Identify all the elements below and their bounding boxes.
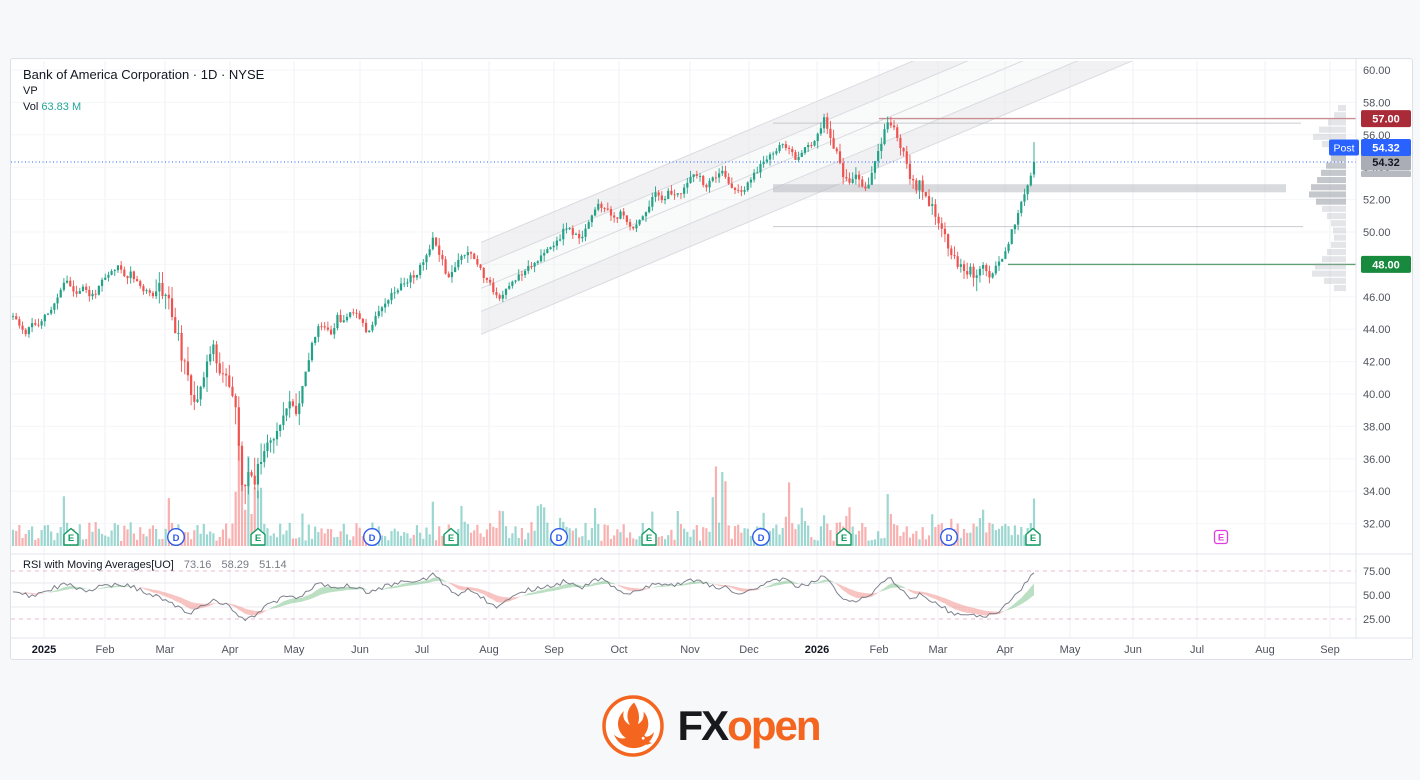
price-tick: 60.00 [1363, 65, 1391, 77]
svg-text:D: D [173, 533, 180, 544]
rsi-value-3: 51.14 [259, 559, 287, 571]
time-label: Dec [739, 644, 759, 656]
vol-value: 63.83 M [41, 101, 82, 113]
fxopen-wordmark: FXopen [677, 702, 822, 749]
svg-text:D: D [758, 533, 765, 544]
volume-profile [1309, 105, 1346, 292]
time-label: Mar [929, 644, 948, 656]
trend-channel[interactable] [481, 59, 1146, 335]
svg-text:54.32: 54.32 [1372, 143, 1400, 155]
future-earnings-marker[interactable]: E [1213, 529, 1229, 545]
rsi-tick: 25.00 [1363, 614, 1391, 626]
dividend-marker[interactable]: D [362, 527, 382, 547]
time-label: May [1060, 644, 1081, 656]
time-label: Aug [479, 644, 499, 656]
svg-text:54.32: 54.32 [1372, 157, 1400, 169]
time-label: Feb [96, 644, 115, 656]
price-tick: 34.00 [1363, 486, 1391, 498]
time-label: Mar [156, 644, 175, 656]
rsi-value-1: 73.16 [183, 559, 212, 571]
gray-zone [773, 184, 1286, 193]
dividend-marker[interactable]: D [751, 527, 771, 547]
price-tick: 56.00 [1363, 130, 1391, 142]
time-label: Jun [1124, 644, 1142, 656]
earnings-marker[interactable]: E [1025, 527, 1041, 546]
fxopen-phoenix-icon [601, 695, 664, 757]
time-label: Aug [1255, 644, 1275, 656]
price-tick: 52.00 [1363, 195, 1391, 207]
time-label: Feb [870, 644, 889, 656]
price-tick: 50.00 [1363, 227, 1391, 239]
time-label: Apr [996, 644, 1013, 656]
time-label: Jul [415, 644, 429, 656]
indicator-vp-label[interactable]: VP [23, 85, 38, 97]
symbol-title[interactable]: Bank of America Corporation · 1D · NYSE [23, 67, 265, 82]
rsi-pane[interactable] [11, 570, 1356, 622]
brand-fx: FX [677, 702, 730, 749]
svg-text:E: E [255, 533, 261, 544]
time-label: May [284, 644, 305, 656]
time-label: Jul [1190, 644, 1204, 656]
time-label: Nov [680, 644, 700, 656]
symbol-legend: Bank of America Corporation · 1D · NYSE … [23, 68, 264, 113]
time-label: Sep [1320, 644, 1340, 656]
rsi-legend: RSI with Moving Averages[UO] 73.16 58.29… [23, 559, 287, 571]
svg-text:D: D [369, 533, 376, 544]
earnings-marker[interactable]: E [836, 527, 852, 546]
brand-open: open [727, 702, 821, 749]
price-levels[interactable] [11, 117, 1356, 266]
dividend-marker[interactable]: D [549, 527, 569, 547]
svg-text:E: E [646, 533, 652, 544]
time-label: 2025 [32, 644, 56, 656]
price-tick: 44.00 [1363, 324, 1391, 336]
dividend-marker[interactable]: D [166, 527, 186, 547]
svg-text:E: E [1218, 533, 1224, 544]
time-label: 2026 [805, 644, 829, 656]
rsi-tick: 75.00 [1363, 566, 1391, 578]
post-market-pill [1329, 139, 1359, 156]
time-label: Sep [544, 644, 564, 656]
price-tick: 58.00 [1363, 97, 1391, 109]
vol-label: Vol [23, 101, 39, 113]
price-tick: 38.00 [1363, 421, 1391, 433]
chart-canvas[interactable]: EDEDEDEDEDEE60.0058.0056.0054.0052.0050.… [11, 59, 1414, 661]
svg-text:E: E [841, 533, 847, 544]
svg-text:E: E [68, 533, 74, 544]
rsi-tick: 50.00 [1363, 590, 1391, 602]
fxopen-footer: FXopen [0, 694, 1420, 758]
chart-card: EDEDEDEDEDEE60.0058.0056.0054.0052.0050.… [10, 58, 1413, 660]
price-tick: 46.00 [1363, 292, 1391, 304]
svg-text:E: E [448, 533, 454, 544]
price-tick: 40.00 [1363, 389, 1391, 401]
price-tick: 42.00 [1363, 357, 1391, 369]
time-label: Oct [610, 644, 627, 656]
svg-text:E: E [1030, 533, 1036, 544]
earnings-marker[interactable]: E [443, 527, 459, 546]
price-tick: 32.00 [1363, 519, 1391, 531]
price-badges: 57.00 48.00 54.32 Post 54.32 [1329, 110, 1411, 273]
time-label: Jun [351, 644, 369, 656]
rsi-value-2: 58.29 [221, 559, 249, 571]
earnings-marker[interactable]: E [63, 527, 79, 546]
price-tick: 36.00 [1363, 454, 1391, 466]
svg-text:Post: Post [1333, 142, 1354, 154]
volume-legend: Vol 63.83 M [23, 102, 264, 113]
earnings-marker[interactable]: E [250, 527, 266, 546]
earnings-marker[interactable]: E [641, 527, 657, 546]
svg-text:48.00: 48.00 [1372, 259, 1400, 271]
rsi-line [12, 572, 1035, 622]
svg-text:D: D [946, 533, 953, 544]
svg-text:D: D [556, 533, 563, 544]
rsi-title[interactable]: RSI with Moving Averages[UO] [23, 559, 174, 571]
time-label: Apr [221, 644, 238, 656]
dividend-marker[interactable]: D [939, 527, 959, 547]
candles-layer [11, 112, 1036, 505]
svg-text:57.00: 57.00 [1372, 114, 1400, 126]
